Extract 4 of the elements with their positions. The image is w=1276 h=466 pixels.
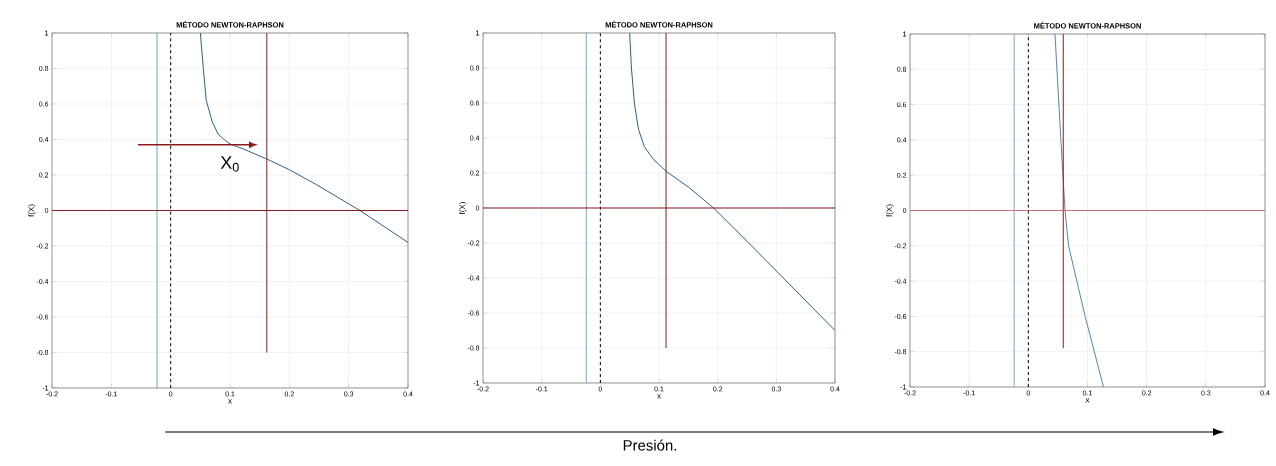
text: Presión. — [623, 439, 677, 451]
annotation: X$_{0}$ — [220, 156, 239, 172]
line-series — [1054, 33, 1104, 387]
line-series — [199, 32, 409, 243]
